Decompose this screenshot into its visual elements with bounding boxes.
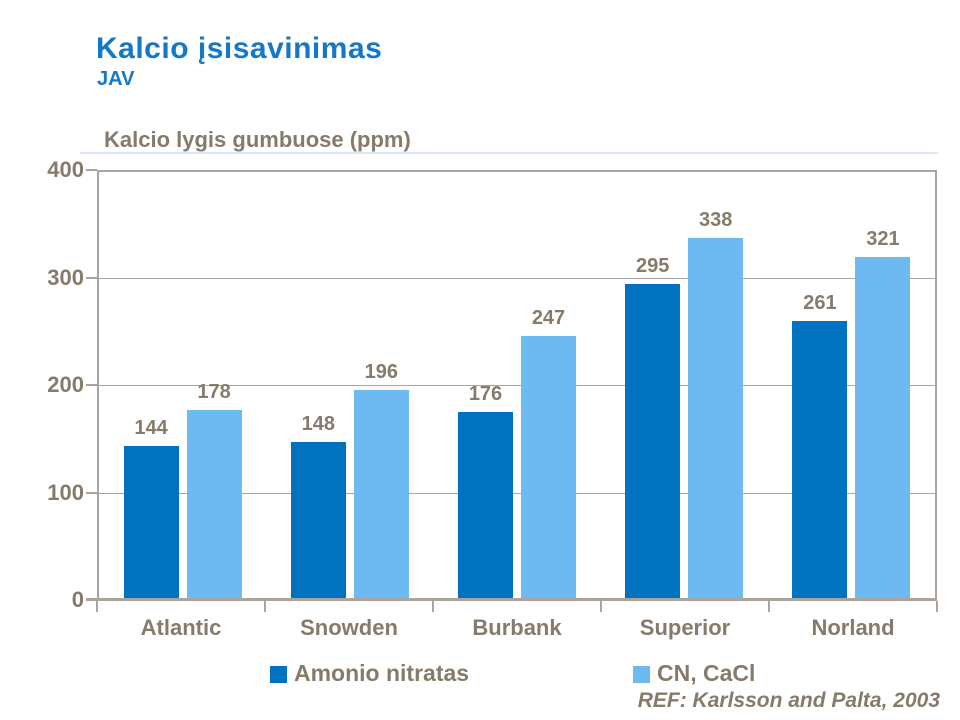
gridline-200 <box>99 385 935 386</box>
x-tick-mark <box>432 601 434 612</box>
bar-wrap: 295 <box>625 255 681 600</box>
category-label-atlantic: Atlantic <box>140 615 222 640</box>
bar-wrap: 338 <box>688 209 744 600</box>
bar-value-label: 338 <box>699 209 733 232</box>
x-axis-line <box>86 598 937 601</box>
bar-superior <box>625 284 681 600</box>
y-tick-mark-0 <box>86 599 97 601</box>
chart-title: Kalcio lygis gumbuose (ppm) <box>104 127 411 152</box>
category-label-burbank: Burbank <box>472 615 562 640</box>
bar-snowden <box>353 390 409 600</box>
x-tick-mark <box>600 601 602 612</box>
page-title: Kalcio įsisavinimas <box>96 32 383 65</box>
y-tick-mark-400 <box>86 169 97 171</box>
reference-citation: REF: Karlsson and Palta, 2003 <box>637 689 940 712</box>
bar-superior <box>688 238 744 600</box>
y-tick-label-0: 0 <box>71 587 84 612</box>
bar-wrap: 261 <box>792 291 848 600</box>
bar-value-label: 321 <box>866 227 900 250</box>
y-tick-label-100: 100 <box>47 479 84 505</box>
category-label-superior: Superior <box>639 615 731 640</box>
legend-swatch-dark-blue <box>270 666 287 683</box>
legend-swatch-light-blue <box>633 666 650 683</box>
category-labels: Atlantic Snowden Burbank Superior Norland <box>97 615 937 641</box>
bar-burbank <box>521 335 576 600</box>
bar-norland <box>792 320 848 600</box>
x-tick-mark <box>264 601 266 612</box>
y-tick-label-200: 200 <box>47 372 84 397</box>
bar-atlantic <box>186 409 242 600</box>
y-tick-label-300: 300 <box>47 264 84 290</box>
legend-item-series1: Amonio nitratas <box>270 660 469 687</box>
legend-label: CN, CaCl <box>657 660 756 686</box>
page-subtitle: JAV <box>97 68 135 90</box>
bar-wrap: 144 <box>123 416 179 600</box>
bar-group-snowden: 148 196 <box>266 172 433 600</box>
x-tick-mark <box>936 601 938 612</box>
legend-item-series2: CN, CaCl <box>633 660 755 687</box>
x-tick-mark <box>96 601 98 612</box>
chart-frame-top-edge <box>80 152 938 154</box>
bar-value-label: 148 <box>301 412 335 435</box>
bar-norland <box>855 256 911 600</box>
y-tick-mark-200 <box>86 384 97 386</box>
bar-wrap: 196 <box>353 361 409 600</box>
bar-group-atlantic: 144 178 <box>99 172 266 600</box>
bar-wrap: 148 <box>290 412 346 600</box>
y-tick-mark-100 <box>86 491 97 494</box>
bar-value-label: 144 <box>134 416 168 439</box>
bar-wrap: 176 <box>458 383 513 600</box>
legend-label: Amonio nitratas <box>294 660 470 686</box>
category-label-snowden: Snowden <box>300 615 398 640</box>
y-tick-mark-300 <box>86 276 97 279</box>
bar-group-superior: 295 338 <box>601 172 768 600</box>
bar-value-label: 247 <box>531 306 566 329</box>
gridline-300 <box>99 277 935 279</box>
bar-value-label: 261 <box>803 291 837 314</box>
y-tick-label-400: 400 <box>47 157 84 182</box>
bar-wrap: 321 <box>855 227 911 600</box>
bars-layer: 144 178 148 196 176 247 295 338 261 321 <box>99 172 935 600</box>
bar-wrap: 178 <box>186 380 242 600</box>
bar-snowden <box>290 441 346 600</box>
bar-group-burbank: 176 247 <box>433 172 600 600</box>
gridline-100 <box>99 492 935 494</box>
bar-wrap: 247 <box>521 307 576 600</box>
bar-burbank <box>458 411 513 600</box>
category-label-norland: Norland <box>811 615 895 640</box>
bar-value-label: 295 <box>636 255 670 278</box>
bar-atlantic <box>123 445 179 600</box>
bar-value-label: 178 <box>197 380 231 403</box>
x-tick-mark <box>768 601 770 612</box>
bar-value-label: 176 <box>468 382 503 405</box>
bar-value-label: 196 <box>364 361 398 384</box>
bar-group-norland: 261 321 <box>768 172 935 600</box>
